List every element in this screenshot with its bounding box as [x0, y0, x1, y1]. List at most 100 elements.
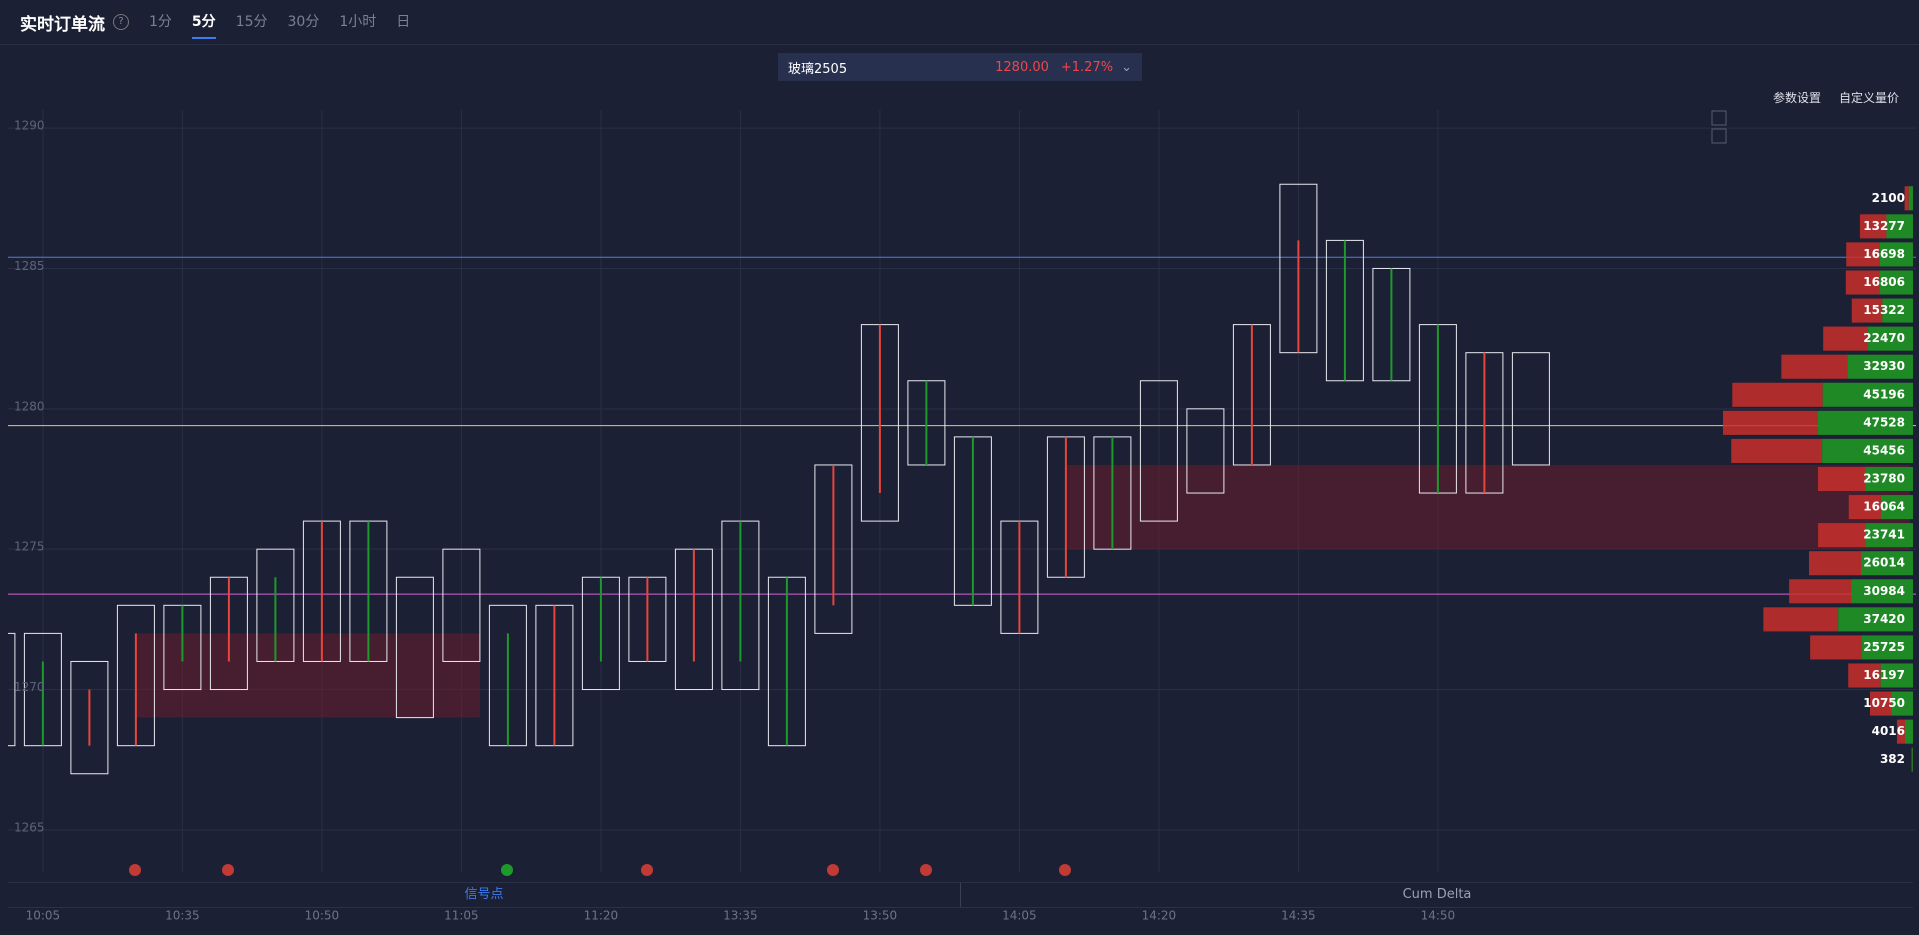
footprint-box	[1139, 380, 1178, 522]
signal	[920, 864, 932, 876]
x-tick-label: 14:50	[1421, 909, 1456, 923]
signal	[641, 864, 653, 876]
footprint-box	[70, 660, 109, 775]
profile-sell	[1763, 607, 1839, 632]
x-tick-label: 10:05	[26, 909, 61, 923]
x-tick-label: 13:50	[863, 909, 898, 923]
x-tick-label: 14:35	[1281, 909, 1316, 923]
footprint-box	[395, 576, 434, 719]
profile-label: 16064	[1863, 500, 1905, 514]
header: 实时订单流 ? 1分 5分 15分 30分 1小时 日	[0, 0, 1919, 45]
profile-buy	[1861, 635, 1913, 660]
profile-sell	[1732, 382, 1823, 407]
timeframe-tab[interactable]: 15分	[235, 14, 268, 30]
timeframe-tab[interactable]: 日	[396, 14, 411, 30]
signal	[1059, 864, 1071, 876]
title: 实时订单流	[20, 14, 105, 35]
profile-label: 23741	[1863, 528, 1905, 542]
profile-label: 10750	[1863, 696, 1905, 710]
x-tick-label: 11:05	[444, 909, 479, 923]
profile-sell	[1870, 691, 1892, 716]
profile-label: 45196	[1863, 387, 1905, 401]
profile-buy	[1904, 719, 1913, 744]
symbol-name: 玻璃2505	[788, 61, 848, 77]
help-button[interactable]	[1711, 128, 1727, 144]
profile-label: 2100	[1872, 191, 1905, 205]
zone	[1065, 464, 1910, 550]
footprint-box	[1511, 352, 1550, 466]
profile-buy	[1822, 382, 1913, 407]
profile-label: 382	[1880, 752, 1905, 766]
profile-label: 4016	[1872, 724, 1905, 738]
profile-buy	[1879, 270, 1913, 295]
y-tick-label: 1270	[14, 680, 45, 694]
profile-buy	[1847, 354, 1913, 379]
profile-sell	[1859, 214, 1887, 239]
profile-sell	[1845, 270, 1880, 295]
expand-button[interactable]	[1711, 110, 1727, 126]
footprint-box	[1279, 183, 1318, 354]
profile-sell	[1846, 242, 1880, 267]
profile-label: 15322	[1863, 303, 1905, 317]
profile-buy	[1886, 214, 1913, 239]
profile-label: 23780	[1863, 472, 1905, 486]
bottom-tab[interactable]: 信号点	[8, 883, 961, 907]
y-tick-label: 1265	[14, 820, 45, 834]
profile-label: 30984	[1863, 584, 1905, 598]
y-tick-label: 1290	[14, 119, 45, 133]
zone	[135, 633, 480, 718]
profile-sell	[1723, 410, 1818, 435]
profile-sell	[1818, 523, 1866, 548]
bottom-tab[interactable]: Cum Delta	[1402, 887, 1472, 902]
help-icon[interactable]: ?	[113, 14, 129, 30]
profile-sell	[1848, 663, 1881, 688]
timeframe-tab[interactable]: 5分	[191, 5, 216, 39]
profile-buy	[1882, 298, 1913, 323]
profile-buy	[1818, 410, 1913, 435]
symbol-selector[interactable]: 玻璃2505 1280.00 +1.27% ⌄	[778, 53, 1142, 81]
footprint-box	[1186, 408, 1225, 494]
x-tick-label: 10:50	[305, 909, 340, 923]
profile-buy	[1865, 523, 1913, 548]
y-tick-label: 1280	[14, 399, 45, 413]
profile-label: 37420	[1863, 612, 1905, 626]
x-tick-label: 11:20	[584, 909, 619, 923]
profile-label: 32930	[1863, 359, 1905, 373]
tabs: 1分 5分 15分 30分 1小时 日	[129, 5, 410, 39]
profile-buy	[1838, 607, 1913, 632]
symbol-change: +1.27%	[1060, 59, 1114, 75]
bottom-tabs: 信号点 Cum Delta	[8, 882, 1913, 908]
x-tick-label: 13:35	[723, 909, 758, 923]
profile-sell	[1851, 298, 1883, 323]
profile-sell	[1848, 495, 1881, 520]
signal	[501, 864, 513, 876]
toolbar-button[interactable]: 参数设置	[1772, 91, 1821, 105]
profile-buy	[1879, 242, 1913, 267]
signals	[129, 864, 1071, 876]
x-tick-label: 14:20	[1142, 909, 1177, 923]
y-tick-label: 1275	[14, 540, 45, 554]
y-tick-label: 1285	[14, 259, 45, 273]
profile-buy	[1851, 579, 1913, 604]
toolbar-button[interactable]: 自定义量价	[1838, 91, 1899, 105]
timeframe-tab[interactable]: 1小时	[339, 14, 377, 30]
footprint-box	[442, 548, 481, 662]
profile-sell	[1896, 719, 1905, 744]
profile-label: 45456	[1863, 443, 1905, 457]
profile-label: 22470	[1863, 331, 1905, 345]
timeframe-tab[interactable]: 30分	[287, 14, 320, 30]
profile-buy	[1880, 495, 1913, 520]
profile-sell	[1823, 326, 1869, 351]
profile-sell	[1810, 635, 1862, 660]
profile-buy	[1908, 186, 1913, 211]
profile-label: 16197	[1863, 668, 1905, 682]
timeframe-tab[interactable]: 1分	[149, 14, 172, 30]
x-tick-label: 10:35	[165, 909, 200, 923]
profile-label: 13277	[1863, 219, 1905, 233]
profile-buy	[1880, 663, 1913, 688]
dropdown-arrow: ⌄	[1121, 59, 1132, 75]
profile-sell	[1904, 186, 1909, 211]
profile-buy	[1868, 326, 1913, 351]
